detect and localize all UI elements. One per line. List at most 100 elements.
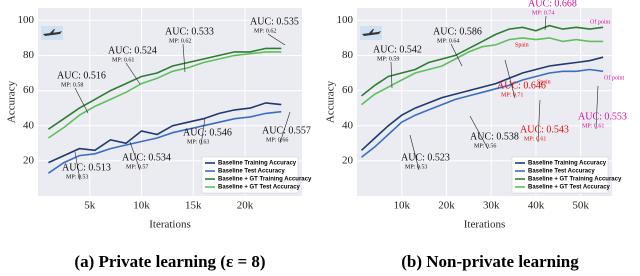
x-tick-label: 20k bbox=[237, 200, 254, 212]
annotation-arrow bbox=[267, 33, 286, 46]
y-axis-label: Accuracy bbox=[325, 80, 337, 123]
series-line bbox=[48, 102, 282, 164]
annotation-sub: MP: 0.63 bbox=[187, 139, 209, 145]
annotation-sub: MP: 0.74 bbox=[532, 10, 554, 16]
y-tick-label: 100 bbox=[18, 14, 35, 26]
annotation-arrow bbox=[182, 43, 186, 73]
caption: (a) Private learning (ε = 8) bbox=[74, 252, 265, 271]
annotation-arrow bbox=[200, 117, 206, 146]
y-axis-label: Accuracy bbox=[6, 80, 18, 123]
annotation-sub: MP: 0.58 bbox=[61, 82, 83, 88]
annotation-sub: MP: 0.71 bbox=[501, 92, 523, 98]
annotation-text: AUC: 0.542 bbox=[373, 44, 422, 55]
series-line bbox=[360, 56, 604, 151]
x-axis-label: Iterations bbox=[149, 219, 191, 231]
legend-label: Baseline Test Accuracy bbox=[218, 169, 285, 175]
annotation-arrow bbox=[595, 85, 599, 130]
annotation-text: AUC: 0.538 bbox=[470, 131, 519, 142]
x-tick-label: 40k bbox=[528, 200, 545, 212]
annotation-sub: MP: 0.53 bbox=[405, 164, 427, 170]
annotation-sub: MP: 0.61 bbox=[112, 57, 134, 63]
annotation-text: AUC: 0.557 bbox=[262, 125, 311, 136]
annotation-text: AUC: 0.553 bbox=[578, 111, 627, 122]
annotation-sub: MP: 0.53 bbox=[66, 174, 88, 180]
y-tick-label: 60 bbox=[23, 84, 35, 96]
annotation-text: AUC: 0.543 bbox=[520, 124, 569, 135]
annotation-arrow bbox=[409, 134, 420, 171]
annotation-text: AUC: 0.523 bbox=[401, 152, 450, 163]
annotation-text: AUC: 0.524 bbox=[108, 45, 157, 56]
series-line bbox=[47, 110, 282, 174]
icon bbox=[41, 26, 63, 40]
annotation-sub: MP: 0.62 bbox=[169, 38, 191, 44]
x-tick-label: 10k bbox=[393, 200, 410, 212]
annotation-text: AUC: 0.668 bbox=[528, 0, 577, 9]
y-tick-label: 60 bbox=[342, 84, 354, 96]
legend-label: Baseline + GT Test Accuracy bbox=[528, 185, 611, 191]
series-line bbox=[361, 68, 604, 158]
note-text: Of point bbox=[604, 74, 624, 81]
annotation-arrow bbox=[74, 87, 89, 114]
note-text: Of point bbox=[590, 18, 610, 25]
annotation-text: AUC: 0.586 bbox=[433, 26, 482, 37]
annotation-arrow bbox=[469, 115, 489, 150]
x-tick-label: 20k bbox=[438, 200, 455, 212]
x-tick-label: 10k bbox=[133, 200, 150, 212]
caption: (b) Non-private learning bbox=[401, 252, 579, 271]
x-tick-label: 5k bbox=[84, 200, 96, 212]
legend-label: Baseline + GT Training Accuracy bbox=[218, 177, 312, 183]
x-tick-label: 15k bbox=[185, 200, 202, 212]
y-tick-label: 100 bbox=[337, 14, 354, 26]
y-tick-label: 20 bbox=[23, 154, 35, 166]
annotation-sub: MP: 0.59 bbox=[377, 56, 399, 62]
annotation-text: AUC: 0.534 bbox=[122, 152, 171, 163]
annotation-arrow bbox=[74, 151, 81, 181]
annotation-sub: MP: 0.66 bbox=[266, 137, 288, 143]
legend-label: Baseline Training Accuracy bbox=[218, 161, 297, 167]
annotation-arrow bbox=[504, 59, 516, 99]
legend-label: Baseline Training Accuracy bbox=[528, 161, 607, 167]
note-text: Spain bbox=[515, 42, 529, 48]
y-tick-label: 20 bbox=[342, 154, 354, 166]
y-tick-label: 80 bbox=[23, 49, 35, 61]
annotation-arrow bbox=[544, 15, 547, 31]
annotation-sub: MP: 0.62 bbox=[254, 28, 276, 34]
x-axis-label: Iterations bbox=[464, 219, 506, 231]
annotation-sub: MP: 0.61 bbox=[582, 123, 604, 129]
icon-plane bbox=[43, 29, 62, 36]
series-line bbox=[361, 24, 604, 97]
x-tick-label: 30k bbox=[483, 200, 500, 212]
annotation-arrow bbox=[390, 61, 393, 89]
legend-box bbox=[511, 156, 609, 194]
annotation-arrow bbox=[537, 99, 541, 143]
annotation-arrow bbox=[125, 62, 141, 85]
annotation-text: AUC: 0.535 bbox=[250, 16, 299, 27]
series-line bbox=[47, 47, 282, 130]
y-tick-label: 80 bbox=[342, 49, 354, 61]
annotation-arrow bbox=[279, 111, 291, 144]
annotation-arrow bbox=[450, 43, 463, 67]
legend-label: Baseline + GT Test Accuracy bbox=[218, 185, 301, 191]
annotation-text: AUC: 0.646 bbox=[497, 80, 546, 91]
annotation-sub: MP: 0.56 bbox=[474, 143, 496, 149]
x-tick-label: 50k bbox=[572, 200, 589, 212]
annotation-text: AUC: 0.516 bbox=[57, 70, 106, 81]
annotation-sub: MP: 0.64 bbox=[437, 38, 459, 44]
y-tick-label: 40 bbox=[342, 119, 354, 131]
annotation-text: AUC: 0.533 bbox=[165, 26, 214, 37]
icon bbox=[360, 26, 382, 40]
note-text: Spain bbox=[537, 79, 551, 85]
icon-plane bbox=[362, 29, 381, 36]
annotation-text: AUC: 0.546 bbox=[183, 127, 232, 138]
annotation-sub: MP: 0.61 bbox=[524, 136, 546, 142]
annotation-arrow bbox=[129, 141, 141, 171]
annotation-text: AUC: 0.513 bbox=[62, 162, 111, 173]
y-tick-label: 40 bbox=[23, 119, 35, 131]
legend-label: Baseline Test Accuracy bbox=[528, 169, 595, 175]
series-line bbox=[361, 37, 604, 106]
annotation-sub: MP: 0.57 bbox=[126, 164, 148, 170]
legend-box bbox=[201, 156, 299, 194]
legend-label: Baseline + GT Training Accuracy bbox=[528, 177, 622, 183]
